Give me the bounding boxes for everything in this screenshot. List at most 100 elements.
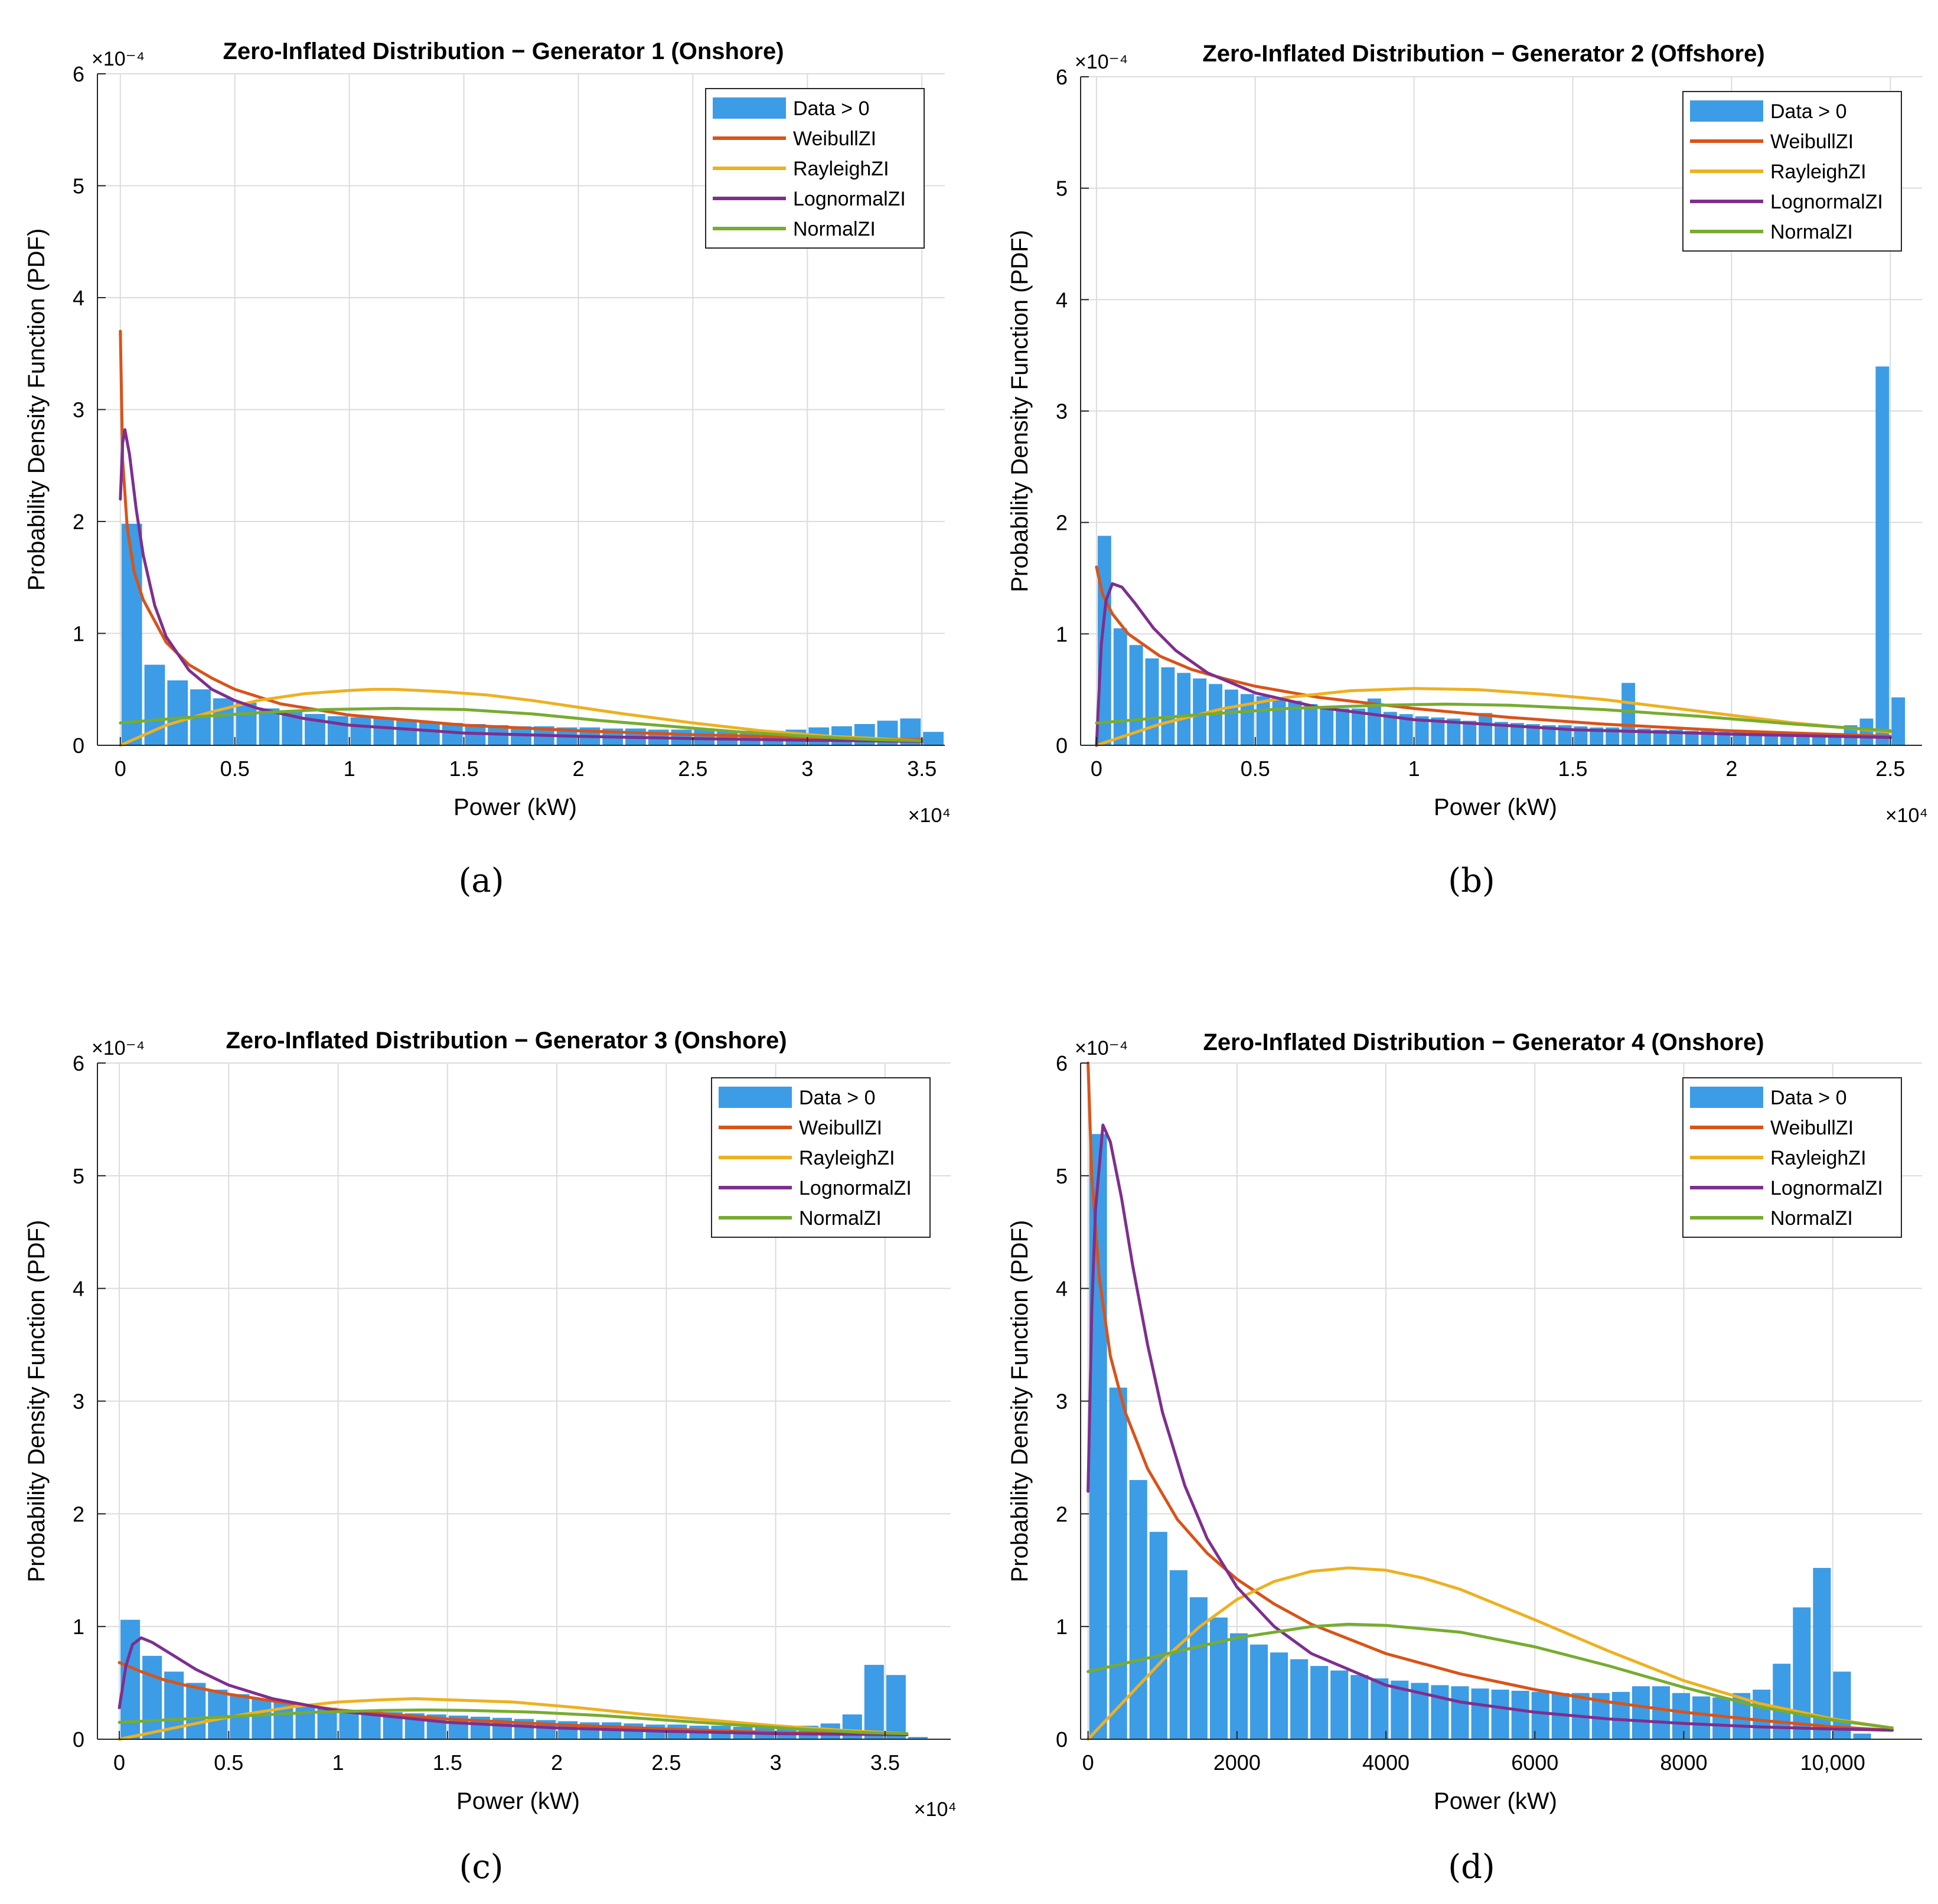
histogram-bar [1632, 1686, 1650, 1739]
x-tick-label: 1 [332, 1750, 344, 1775]
histogram-bar [1531, 1691, 1549, 1739]
x-tick-label: 4000 [1362, 1750, 1410, 1775]
x-tick-label: 8000 [1660, 1750, 1707, 1775]
y-tick-label: 6 [1056, 65, 1068, 89]
histogram-bar [1491, 1690, 1509, 1739]
chart-title: Zero-Inflated Distribution − Generator 4… [1203, 1029, 1764, 1055]
chart-title: Zero-Inflated Distribution − Generator 1… [223, 38, 784, 64]
histogram-bar [1240, 694, 1254, 745]
histogram-bar [1479, 713, 1493, 745]
legend-swatch-bars [1690, 100, 1763, 122]
y-tick-label: 5 [73, 174, 84, 198]
y-tick-label: 2 [73, 1502, 84, 1526]
histogram-bar [208, 1690, 228, 1739]
histogram-bar [1511, 1690, 1529, 1739]
chart-title: Zero-Inflated Distribution − Generator 3… [226, 1028, 787, 1054]
histogram-bar [1336, 708, 1350, 745]
legend-label: Data > 0 [793, 97, 869, 120]
x-axis-label: Power (kW) [453, 794, 577, 820]
curve-normalzi [119, 707, 924, 742]
histogram-bar [1471, 1688, 1489, 1739]
legend-label: RayleighZI [1770, 1147, 1867, 1169]
histogram-bar [1611, 1691, 1630, 1739]
x-tick-label: 0 [1082, 1750, 1094, 1775]
histogram-bars [1089, 1134, 1871, 1739]
x-tick-label: 3 [801, 757, 813, 781]
histogram-bar [1272, 698, 1286, 745]
histogram-bar [1320, 706, 1334, 745]
x-tick-label: 1 [1408, 757, 1420, 781]
legend-swatch-bars [713, 97, 786, 119]
x-tick-label: 1.5 [449, 757, 479, 781]
histogram-bar [1891, 697, 1906, 745]
legend-label: NormalZI [1770, 221, 1853, 243]
curve-rayleighzi [1087, 1566, 1894, 1741]
histogram-bar [1129, 1480, 1147, 1739]
histogram-bar [1304, 704, 1318, 745]
histogram-bar [886, 1675, 906, 1739]
grid-lines [97, 1062, 951, 1740]
histogram-bar [923, 732, 944, 745]
y-exponent-label: ×10⁻⁴ [92, 1037, 145, 1059]
y-tick-label: 1 [73, 1615, 84, 1639]
histogram-bar [1510, 723, 1524, 745]
x-exponent-label: ×10⁴ [1885, 804, 1928, 827]
x-tick-label: 1 [344, 757, 355, 781]
legend-label: RayleighZI [793, 158, 889, 180]
histogram-bar [1161, 667, 1175, 745]
chart-panel-a: 0 0.5 1 1.5 2 2.5 3 3.5 0 1 2 3 4 5 6 ×10⁻⁴ ×10⁴ Zero-Inf… [24, 38, 951, 900]
x-tick-label: 0 [115, 757, 126, 781]
y-tick-label: 2 [1056, 511, 1068, 535]
histogram-bar [1652, 1686, 1671, 1739]
x-tick-label: 6000 [1511, 1750, 1558, 1775]
curve-lognormalzi [1095, 582, 1892, 747]
legend: Data > 0 WeibullZI RayleighZI LognormalZI No… [1682, 1077, 1902, 1238]
curve-rayleighzi [1095, 687, 1892, 747]
histogram-bar [1431, 1685, 1449, 1739]
y-exponent-label: ×10⁻⁴ [92, 48, 145, 70]
y-axis-label: Probability Density Function (PDF) [1007, 1220, 1033, 1583]
histogram-bar [373, 718, 394, 745]
x-tick-label: 0.5 [1241, 757, 1270, 781]
histogram-bar [1383, 712, 1397, 745]
histogram-bar [213, 698, 234, 745]
legend-swatch-bars [719, 1087, 792, 1108]
y-tick-label: 0 [1056, 733, 1068, 758]
histogram-bar [1859, 718, 1874, 745]
legend-label: WeibullZI [799, 1117, 882, 1139]
histogram-bar [396, 720, 417, 745]
histogram-bar [1447, 718, 1461, 745]
histogram-bar [1621, 683, 1636, 745]
legend-label: RayleighZI [1770, 161, 1867, 183]
legend-label: LognormalZI [1770, 191, 1883, 213]
histogram-bar [1692, 1696, 1711, 1739]
histogram-bar [1431, 717, 1445, 745]
x-tick-label: 3 [770, 1750, 782, 1775]
curve-normalzi [1095, 702, 1892, 732]
legend-label: LognormalZI [793, 188, 906, 210]
histogram-bar [327, 716, 348, 745]
histogram-bar [1270, 1652, 1288, 1739]
histogram-bar [1290, 1659, 1309, 1739]
x-tick-label: 2.5 [678, 757, 707, 781]
histogram-bar [1399, 714, 1413, 745]
y-tick-label: 2 [73, 510, 84, 534]
histogram-bar [1753, 1690, 1771, 1739]
histogram-bar [1672, 1693, 1691, 1739]
histogram-bar [1189, 1597, 1208, 1739]
x-axis-label: Power (kW) [1434, 1788, 1557, 1814]
histogram-bar [1288, 700, 1302, 745]
legend-label: NormalZI [799, 1207, 882, 1230]
histogram-bar [1542, 725, 1556, 745]
histogram-bar [252, 1698, 272, 1739]
x-tick-label: 2.5 [651, 1750, 681, 1775]
x-axis-label: Power (kW) [1434, 794, 1557, 820]
histogram-bar [259, 708, 280, 745]
histogram-bar [350, 717, 371, 745]
y-tick-label: 5 [73, 1164, 84, 1188]
legend-swatch-bars [1690, 1087, 1763, 1108]
curve-weibullzi [1095, 565, 1892, 738]
histogram-bar [1350, 1675, 1369, 1739]
histogram-bar [1145, 658, 1159, 745]
legend-label: Data > 0 [799, 1087, 875, 1109]
